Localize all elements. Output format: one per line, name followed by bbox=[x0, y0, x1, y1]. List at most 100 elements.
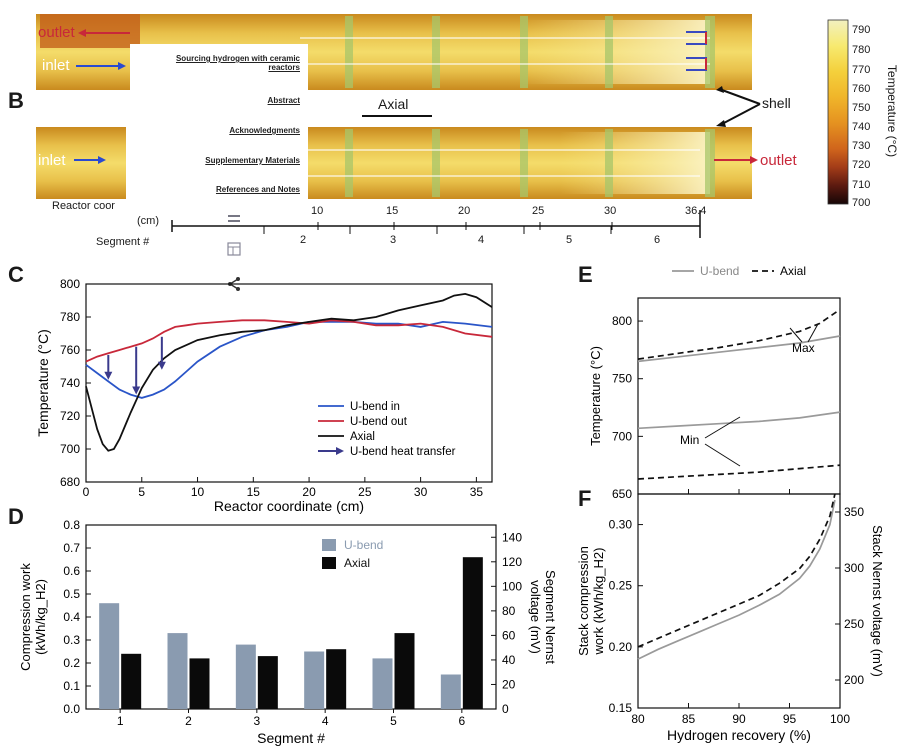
legend-label: U-bend heat transfer bbox=[350, 446, 456, 458]
annotation-pointer bbox=[807, 323, 819, 343]
x-tick-label: 4 bbox=[322, 714, 329, 728]
y-tick-label: 680 bbox=[60, 475, 80, 489]
y-tick-label: 0.15 bbox=[609, 701, 633, 715]
shell-label: shell bbox=[762, 95, 791, 111]
legend-label: U-bend bbox=[344, 538, 383, 552]
x-tick-label: 35 bbox=[470, 485, 484, 499]
y2-axis-label: Stack Nernst voltage (mV) bbox=[870, 525, 885, 677]
bar-ubend bbox=[235, 644, 256, 709]
x-tick-label: 100 bbox=[830, 712, 850, 726]
x-tick-label: 6 bbox=[458, 714, 465, 728]
y-tick-label: 0.5 bbox=[63, 587, 80, 601]
inlet-label-top: inlet bbox=[42, 57, 70, 74]
colorbar-tick: 700 bbox=[852, 197, 871, 209]
legend-label: Axial bbox=[350, 431, 375, 443]
y-tick-label: 700 bbox=[60, 442, 80, 456]
colorbar-tick: 770 bbox=[852, 64, 871, 76]
legend-label: U-bend bbox=[700, 264, 739, 278]
table-button[interactable] bbox=[222, 238, 246, 260]
bar-ubend bbox=[440, 674, 461, 709]
legend-swatch bbox=[336, 447, 344, 455]
y-tick-label: 780 bbox=[60, 310, 80, 324]
x-tick-label: 5 bbox=[138, 485, 145, 499]
segment-tick: 2 bbox=[300, 234, 307, 246]
y-tick-label: 0.8 bbox=[63, 518, 80, 532]
reactor-tube-bottom-left bbox=[36, 127, 126, 199]
series-line bbox=[85, 292, 493, 452]
toc-link-supplementary[interactable]: Supplementary Materials bbox=[205, 156, 300, 165]
x-tick-label: 80 bbox=[631, 712, 645, 726]
toc-link-abstract[interactable]: Abstract bbox=[267, 96, 300, 105]
share-button[interactable] bbox=[222, 273, 246, 295]
cm-label: (cm) bbox=[137, 215, 159, 227]
x-tick-label: 95 bbox=[783, 712, 797, 726]
bar-axial bbox=[257, 656, 278, 709]
coord-tick: 30 bbox=[604, 205, 617, 217]
y2-tick-label: 100 bbox=[502, 579, 522, 593]
axial-label: Axial bbox=[378, 96, 409, 112]
toc-link-acknowledgments[interactable]: Acknowledgments bbox=[229, 126, 300, 135]
legend-label: U-bend in bbox=[350, 401, 400, 413]
panel-label-c: C bbox=[8, 262, 24, 287]
series-line bbox=[85, 319, 493, 363]
panel-label-e: E bbox=[578, 262, 593, 287]
y-tick-label: 0.30 bbox=[609, 518, 633, 532]
x-axis-label: Segment # bbox=[257, 730, 325, 746]
panel-label-d: D bbox=[8, 504, 24, 529]
segment-axis-label: Segment # bbox=[96, 236, 150, 248]
legend-swatch bbox=[322, 557, 336, 569]
legend-label: Axial bbox=[780, 264, 806, 278]
y2-tick-label: 350 bbox=[844, 505, 864, 519]
coord-tick: 10 bbox=[311, 205, 324, 217]
y-tick-label: 650 bbox=[612, 487, 632, 498]
x-tick-label: 90 bbox=[732, 712, 746, 726]
colorbar-tick: 710 bbox=[852, 179, 871, 191]
y2-tick-label: 20 bbox=[502, 677, 516, 691]
y2-tick-label: 40 bbox=[502, 653, 516, 667]
menu-icon bbox=[228, 215, 240, 222]
colorbar-tick: 780 bbox=[852, 44, 871, 56]
y-tick-label: 760 bbox=[60, 343, 80, 357]
y2-axis-label: Segment Nernstvoltage (mV) bbox=[528, 570, 558, 664]
y2-tick-label: 300 bbox=[844, 561, 864, 575]
y-tick-label: 0.2 bbox=[63, 656, 80, 670]
y-tick-label: 800 bbox=[60, 277, 80, 291]
x-tick-label: 10 bbox=[191, 485, 205, 499]
bar-ubend bbox=[99, 603, 120, 709]
plot-frame bbox=[85, 524, 497, 710]
series-line bbox=[637, 464, 841, 480]
legend-label: Axial bbox=[344, 556, 370, 570]
series-line bbox=[85, 320, 493, 399]
x-tick-label: 25 bbox=[358, 485, 372, 499]
annotation-pointer bbox=[789, 327, 803, 343]
toc-title-link[interactable]: Sourcing hydrogen with ceramic reactors bbox=[175, 54, 300, 72]
colorbar bbox=[827, 19, 849, 205]
toc-link-references[interactable]: References and Notes bbox=[215, 185, 300, 194]
annotation-min: Min bbox=[680, 433, 699, 447]
toc-panel: Sourcing hydrogen with ceramic reactors … bbox=[130, 44, 308, 216]
coord-tick: 15 bbox=[386, 205, 399, 217]
x-tick-label: 85 bbox=[682, 712, 696, 726]
chart-f: 0.15 0.20 0.25 0.30 80 85 90 95 100 200 250 300 350 H… bbox=[576, 493, 885, 743]
coord-tick: 20 bbox=[458, 205, 471, 217]
segment-tick: 4 bbox=[478, 234, 485, 246]
panel-label-f: F bbox=[578, 486, 592, 511]
segment-tick: 3 bbox=[390, 234, 397, 246]
menu-button[interactable] bbox=[222, 208, 246, 230]
x-tick-label: 1 bbox=[117, 714, 124, 728]
bar-ubend bbox=[167, 633, 188, 709]
chart-d: 0.0 0.1 0.2 0.3 0.4 0.5 0.6 0.7 0.8 0 20 40 60 80 100 1… bbox=[18, 518, 558, 746]
y-tick-label: 700 bbox=[612, 429, 632, 443]
series-line bbox=[637, 411, 841, 430]
colorbar-tick: 740 bbox=[852, 121, 871, 133]
panel-label-b: B bbox=[8, 88, 24, 113]
colorbar-label: Temperature (°C) bbox=[885, 64, 899, 158]
colorbar-tick: 750 bbox=[852, 102, 871, 114]
bar-ubend bbox=[372, 658, 393, 709]
x-axis-label: Hydrogen recovery (%) bbox=[667, 727, 811, 743]
bar-axial bbox=[462, 557, 483, 709]
y-axis-label: Compression work(kWh/kg_H2) bbox=[18, 563, 48, 671]
annotation-max: Max bbox=[792, 341, 815, 355]
legend-label: U-bend out bbox=[350, 416, 408, 428]
bar-axial bbox=[326, 649, 347, 709]
